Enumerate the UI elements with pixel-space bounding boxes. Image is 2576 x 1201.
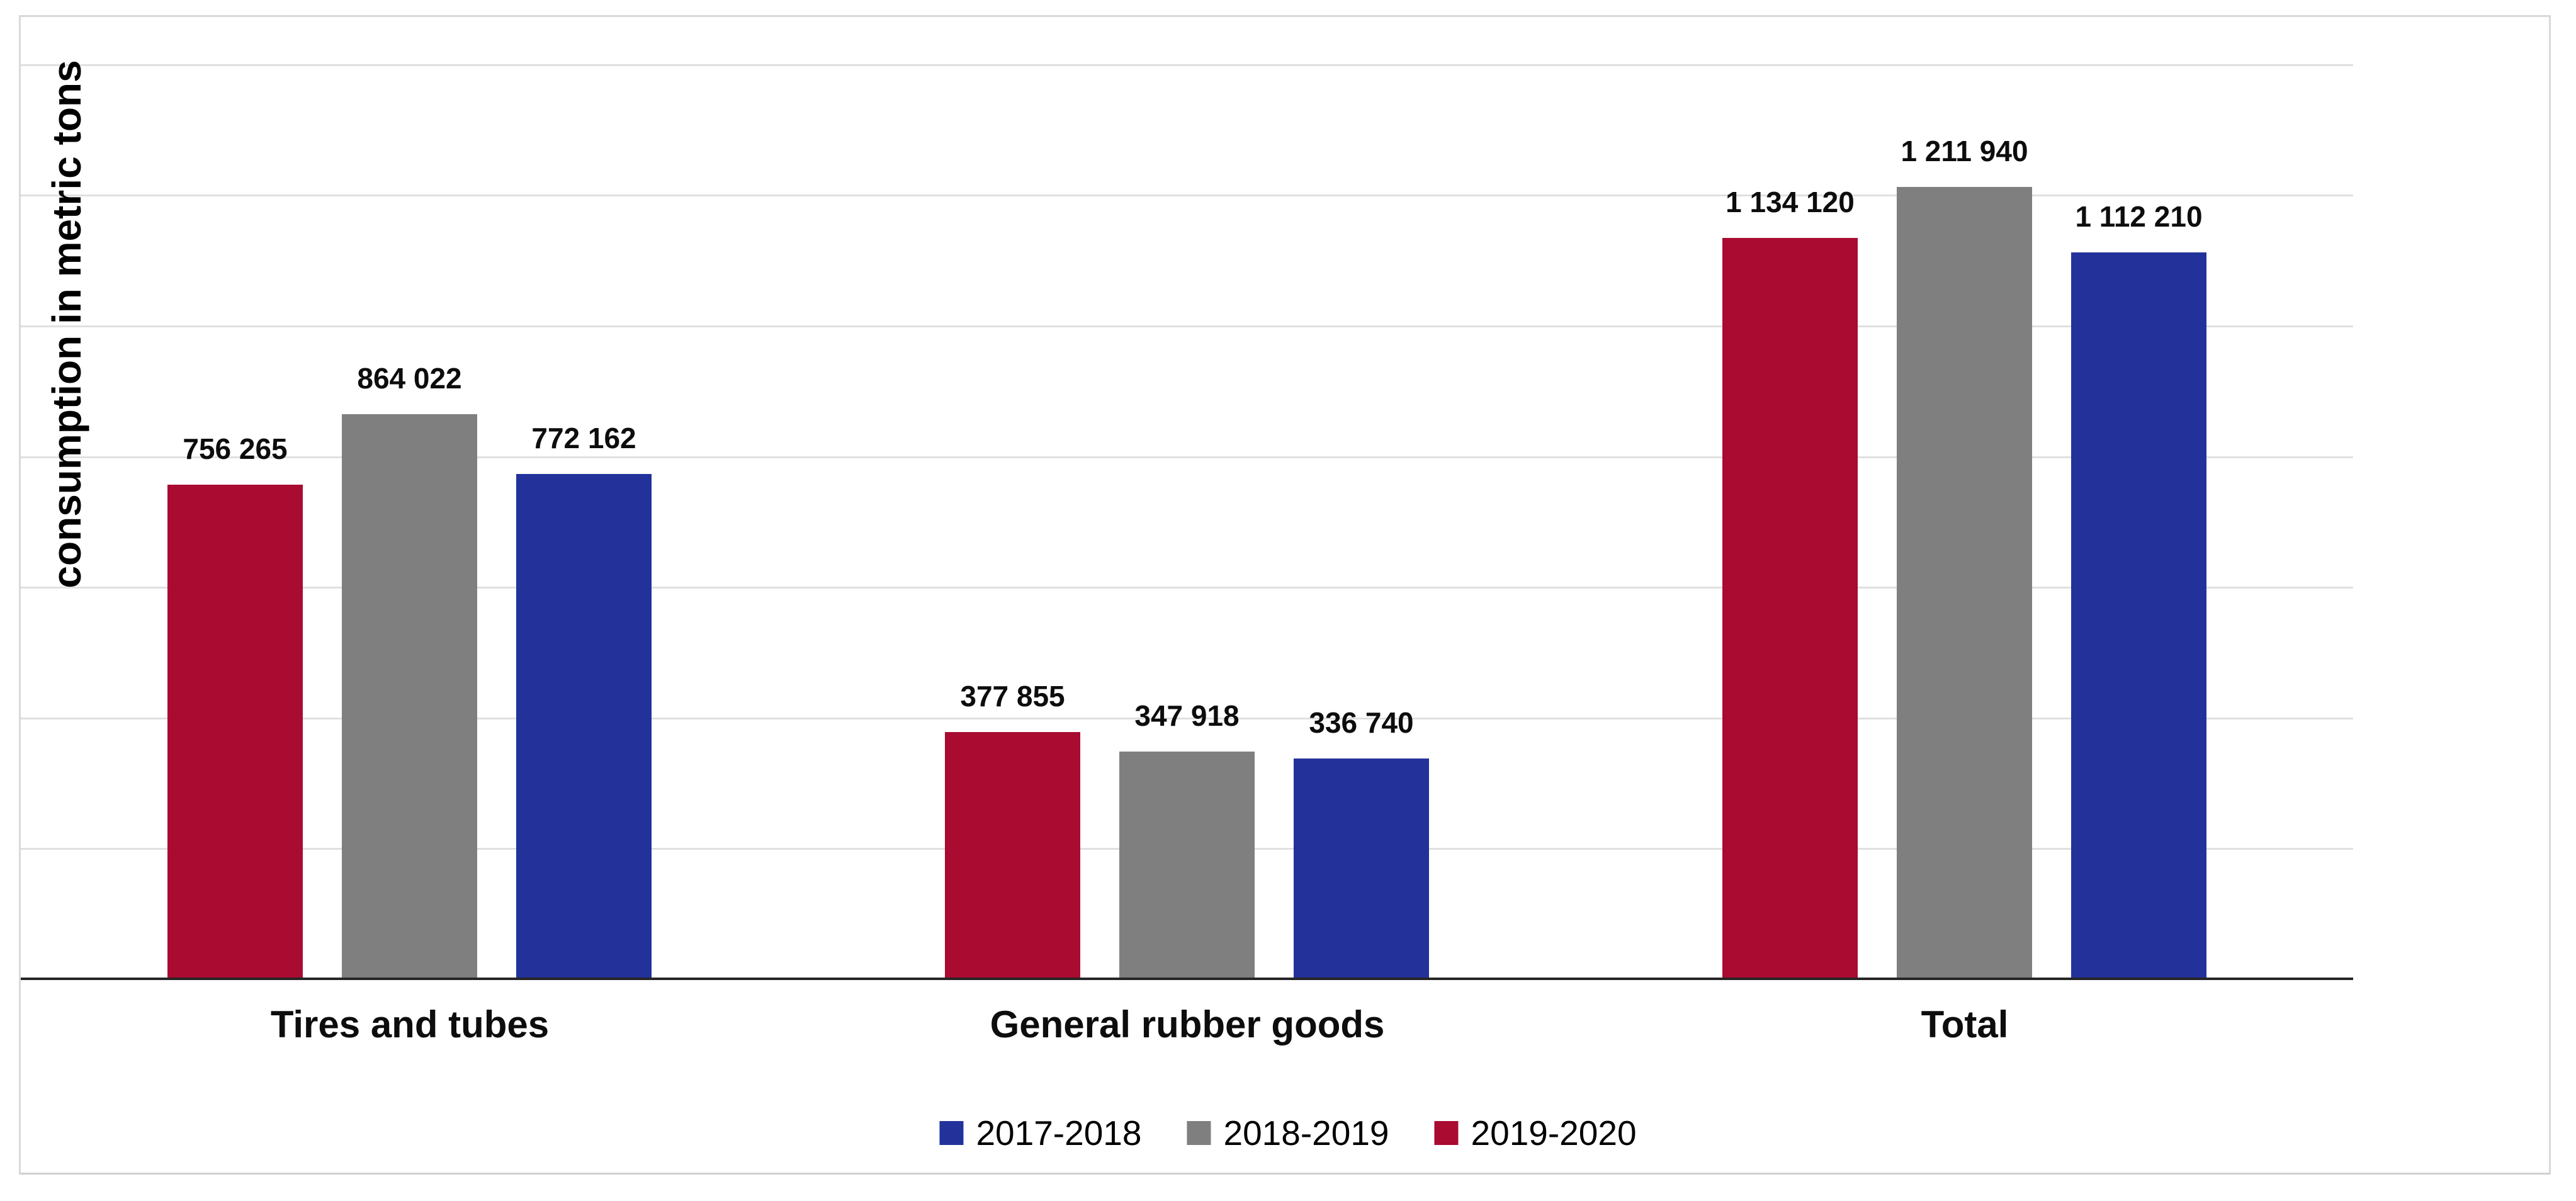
gridline (21, 195, 2353, 196)
value-label-2018-2019-general-rubber-goods: 347 918 (1134, 699, 1240, 732)
category-label-tires-and-tubes: Tires and tubes (270, 1003, 550, 1046)
value-label-2018-2019-tires-and-tubes: 864 022 (357, 362, 462, 395)
value-label-2019-2020-tires-and-tubes: 756 265 (183, 432, 288, 465)
legend-label-2017-2018: 2017-2018 (976, 1114, 1142, 1153)
gridline (21, 325, 2353, 327)
bar-2017-2018-general-rubber-goods (1294, 758, 1429, 979)
bar-2018-2019-general-rubber-goods (1119, 752, 1255, 979)
value-label-2019-2020-general-rubber-goods: 377 855 (960, 680, 1065, 713)
value-label-2019-2020-total: 1 134 120 (1726, 186, 1855, 218)
y-axis-title: consumption in metric tons (44, 60, 89, 589)
bar-2017-2018-total (2071, 252, 2206, 979)
legend-item-2018-2019: 2018-2019 (1187, 1114, 1389, 1152)
bar-2018-2019-tires-and-tubes (342, 414, 477, 979)
value-label-2018-2019-total: 1 211 940 (1901, 135, 2028, 167)
category-label-total: Total (1921, 1003, 2009, 1046)
value-label-2017-2018-general-rubber-goods: 336 740 (1309, 706, 1414, 739)
bar-2019-2020-total (1722, 238, 1858, 979)
legend-item-2019-2020: 2019-2020 (1434, 1114, 1637, 1153)
legend-label-2019-2020: 2019-2020 (1471, 1114, 1637, 1153)
value-label-2017-2018-tires-and-tubes: 772 162 (531, 422, 636, 454)
legend-label-2018-2019: 2018-2019 (1223, 1114, 1389, 1153)
gridline (21, 718, 2353, 719)
bar-2019-2020-tires-and-tubes (167, 485, 303, 979)
legend: 2017-2018 2018-2019 2019-2020 (939, 1114, 1637, 1153)
legend-item-2017-2018: 2017-2018 (939, 1114, 1141, 1152)
gridline (21, 456, 2353, 458)
legend-swatch-2018-2019 (1187, 1121, 1211, 1145)
bar-2017-2018-tires-and-tubes (516, 474, 652, 979)
x-axis-line (21, 978, 2353, 980)
gridline (21, 64, 2353, 66)
value-label-2017-2018-total: 1 112 210 (2075, 200, 2203, 233)
legend-swatch-2019-2020 (1434, 1121, 1459, 1145)
gridline (21, 587, 2353, 589)
bar-2019-2020-general-rubber-goods (945, 732, 1080, 979)
legend-swatch-2017-2018 (939, 1121, 964, 1145)
bar-2018-2019-total (1897, 187, 2032, 979)
category-label-general-rubber-goods: General rubber goods (990, 1003, 1385, 1046)
